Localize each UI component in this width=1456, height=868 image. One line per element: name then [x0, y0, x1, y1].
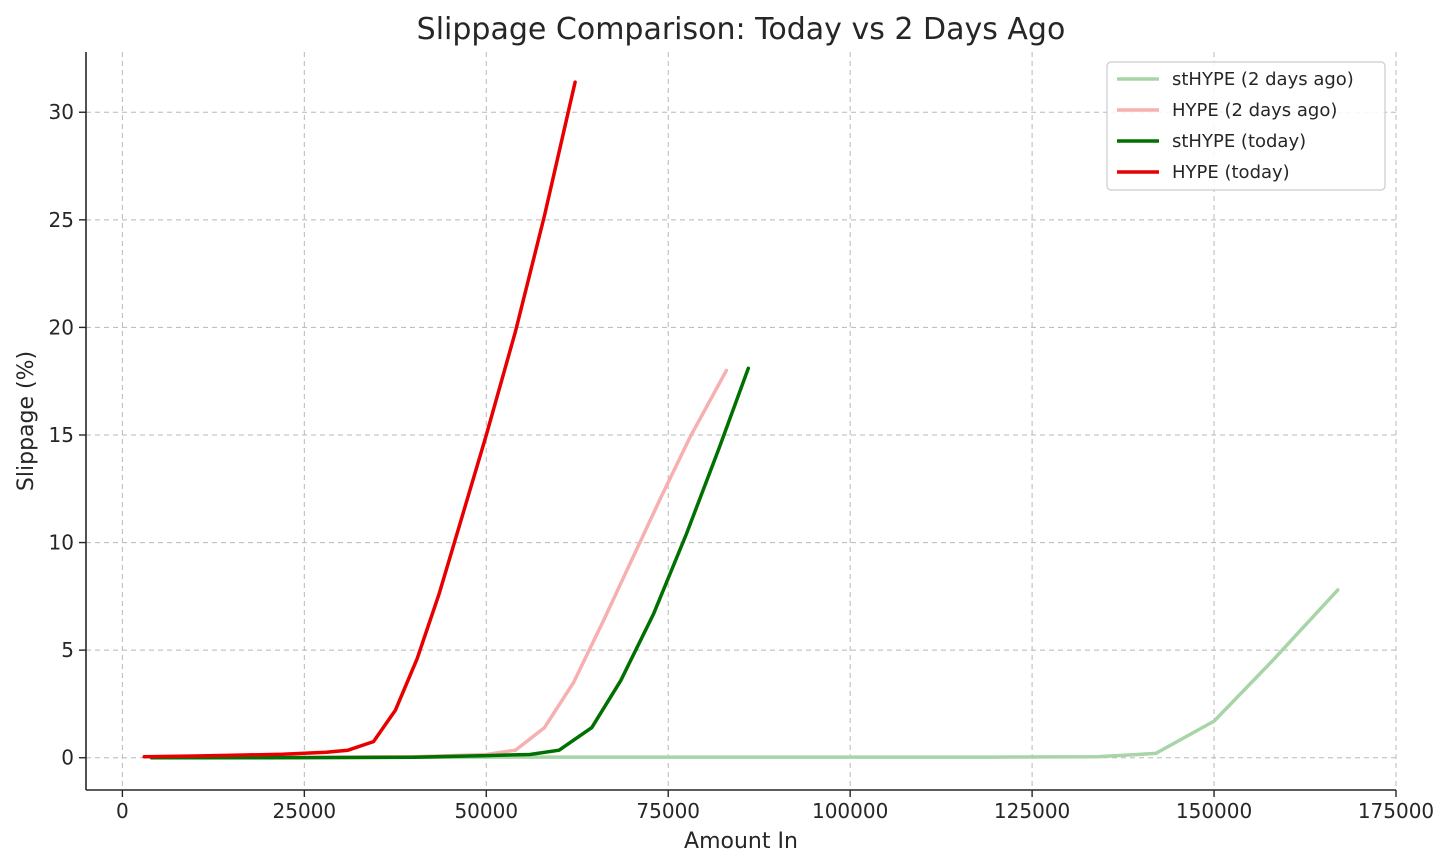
legend-label-0: stHYPE (2 days ago): [1172, 69, 1354, 90]
x-axis-label: Amount In: [684, 829, 798, 854]
series-line-2: [149, 366, 751, 760]
y-tick-label: 0: [61, 746, 74, 770]
series-line-3: [142, 80, 577, 759]
y-tick-label: 15: [49, 423, 74, 447]
x-tick-label: 25000: [273, 799, 337, 823]
x-tick-label: 150000: [1176, 799, 1252, 823]
x-tick-label: 75000: [636, 799, 700, 823]
series-line-1: [149, 368, 729, 760]
series-line-0: [149, 588, 1340, 760]
y-tick-label: 10: [49, 531, 74, 555]
x-tick-label: 175000: [1358, 799, 1434, 823]
x-tick-label: 50000: [454, 799, 518, 823]
legend-label-1: HYPE (2 days ago): [1172, 100, 1337, 121]
x-axis-ticks: 0 25000 50000 75000 100000 125000 150000 175000: [116, 790, 1434, 823]
x-tick-label: 100000: [812, 799, 888, 823]
x-tick-label: 125000: [994, 799, 1070, 823]
y-tick-label: 20: [49, 315, 74, 339]
y-tick-label: 5: [61, 638, 74, 662]
series-lines: [142, 80, 1340, 760]
legend-box: [1106, 61, 1386, 191]
x-tick-label: 0: [116, 799, 129, 823]
chart-title: Slippage Comparison: Today vs 2 Days Ago: [417, 12, 1066, 47]
legend-label-3: HYPE (today): [1172, 162, 1290, 183]
legend: stHYPE (2 days ago) HYPE (2 days ago) stHY…: [1106, 61, 1386, 191]
y-tick-label: 30: [49, 100, 74, 124]
legend-label-2: stHYPE (today): [1172, 131, 1306, 152]
y-tick-label: 25: [49, 208, 74, 232]
y-axis-label: Slippage (%): [14, 351, 39, 491]
y-axis-ticks: 0 5 10 15 20 25 30: [49, 100, 86, 770]
